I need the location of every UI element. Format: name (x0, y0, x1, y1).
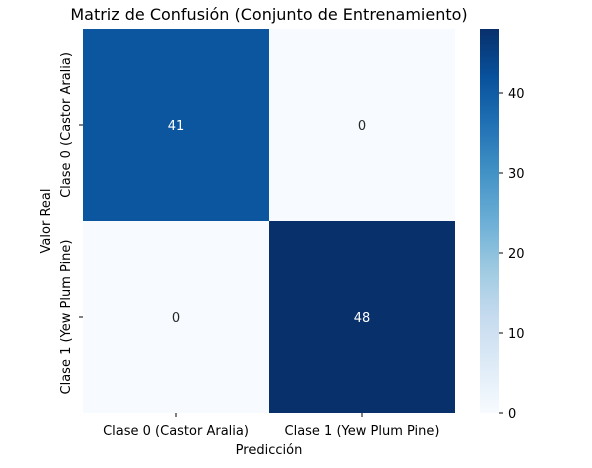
heatmap-cell (83, 29, 269, 221)
y-axis-label: Valor Real (39, 189, 54, 254)
colorbar-tick-label: 40 (508, 87, 525, 102)
y-tick-label: Clase 0 (Castor Aralia) (59, 52, 74, 198)
heatmap-cells (83, 29, 455, 413)
colorbar-tick-label: 20 (508, 247, 525, 262)
chart-title: Matriz de Confusión (Conjunto de Entrena… (70, 5, 467, 24)
x-axis-label: Predicción (236, 443, 303, 458)
colorbar-ticks: 0 10 20 30 40 (499, 87, 525, 422)
colorbar (480, 29, 499, 413)
heatmap-cell-labels: 41 0 0 48 (168, 119, 371, 326)
y-tick-label: Clase 1 (Yew Plum Pine) (59, 240, 74, 395)
heatmap-cell (269, 29, 455, 221)
cell-value-label: 0 (358, 119, 366, 134)
colorbar-tick-label: 10 (508, 327, 525, 342)
colorbar-tick-label: 30 (508, 167, 525, 182)
cell-value-label: 41 (168, 119, 185, 134)
heatmap-cell (269, 221, 455, 413)
x-axis-ticks: Clase 0 (Castor Aralia) Clase 1 (Yew Plum… (103, 413, 439, 439)
colorbar-tick-label: 0 (508, 407, 516, 422)
cell-value-label: 0 (172, 311, 180, 326)
x-tick-label: Clase 1 (Yew Plum Pine) (285, 424, 440, 439)
x-tick-label: Clase 0 (Castor Aralia) (103, 424, 249, 439)
y-axis-ticks: Clase 0 (Castor Aralia) Clase 1 (Yew Plum… (59, 52, 83, 394)
cell-value-label: 48 (354, 311, 371, 326)
heatmap-cell (83, 221, 269, 413)
